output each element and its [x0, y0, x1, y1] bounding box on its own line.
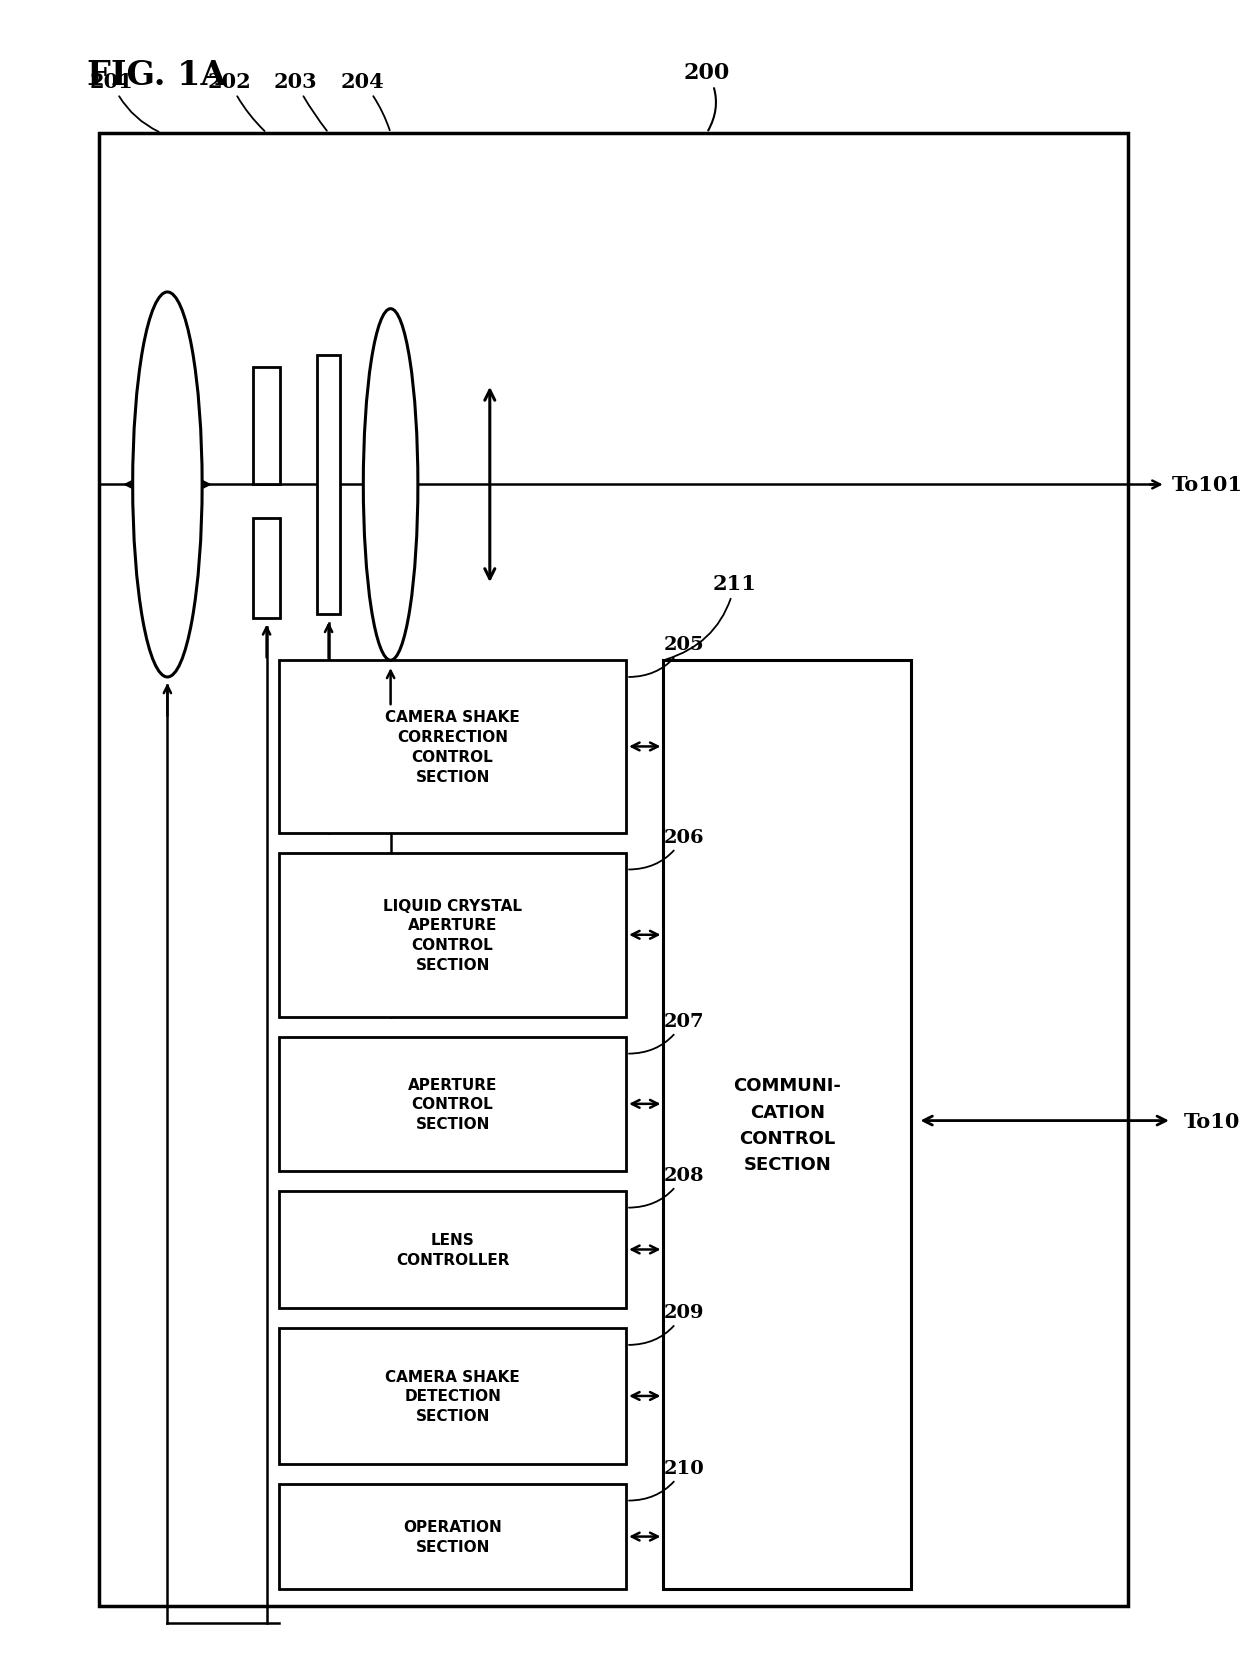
Text: 205: 205 [629, 636, 704, 678]
Text: FIG. 1A: FIG. 1A [87, 59, 226, 92]
Text: 206: 206 [629, 828, 704, 870]
Bar [663, 661, 911, 1589]
Text: LENS
CONTROLLER: LENS CONTROLLER [396, 1233, 510, 1266]
Text: 202: 202 [207, 72, 264, 132]
Text: LIQUID CRYSTAL
APERTURE
CONTROL
SECTION: LIQUID CRYSTAL APERTURE CONTROL SECTION [383, 898, 522, 972]
Text: 207: 207 [629, 1012, 704, 1054]
Text: 200: 200 [683, 62, 730, 132]
Text: 204: 204 [340, 72, 389, 130]
Text: OPERATION
SECTION: OPERATION SECTION [403, 1519, 502, 1554]
Bar [99, 134, 1128, 1606]
Ellipse shape [133, 293, 202, 678]
Ellipse shape [363, 310, 418, 661]
Text: CAMERA SHAKE
DETECTION
SECTION: CAMERA SHAKE DETECTION SECTION [386, 1369, 520, 1424]
Bar [279, 1037, 626, 1171]
Bar [279, 1191, 626, 1308]
Text: 203: 203 [273, 72, 327, 132]
Text: APERTURE
CONTROL
SECTION: APERTURE CONTROL SECTION [408, 1077, 497, 1131]
Text: To101: To101 [1172, 475, 1240, 495]
Text: CAMERA SHAKE
CORRECTION
CONTROL
SECTION: CAMERA SHAKE CORRECTION CONTROL SECTION [386, 709, 520, 785]
Text: To107: To107 [1184, 1111, 1240, 1131]
Text: COMMUNI-
CATION
CONTROL
SECTION: COMMUNI- CATION CONTROL SECTION [734, 1076, 841, 1174]
Bar [279, 853, 626, 1017]
Text: 210: 210 [629, 1459, 704, 1501]
Text: 209: 209 [629, 1303, 704, 1345]
Bar [253, 519, 280, 619]
Text: 211: 211 [666, 574, 756, 661]
Bar [317, 355, 340, 614]
Text: 208: 208 [629, 1166, 704, 1208]
Bar [279, 1484, 626, 1589]
Bar [279, 1328, 626, 1464]
Text: 201: 201 [89, 72, 159, 132]
Bar [279, 661, 626, 833]
Bar [253, 368, 280, 485]
